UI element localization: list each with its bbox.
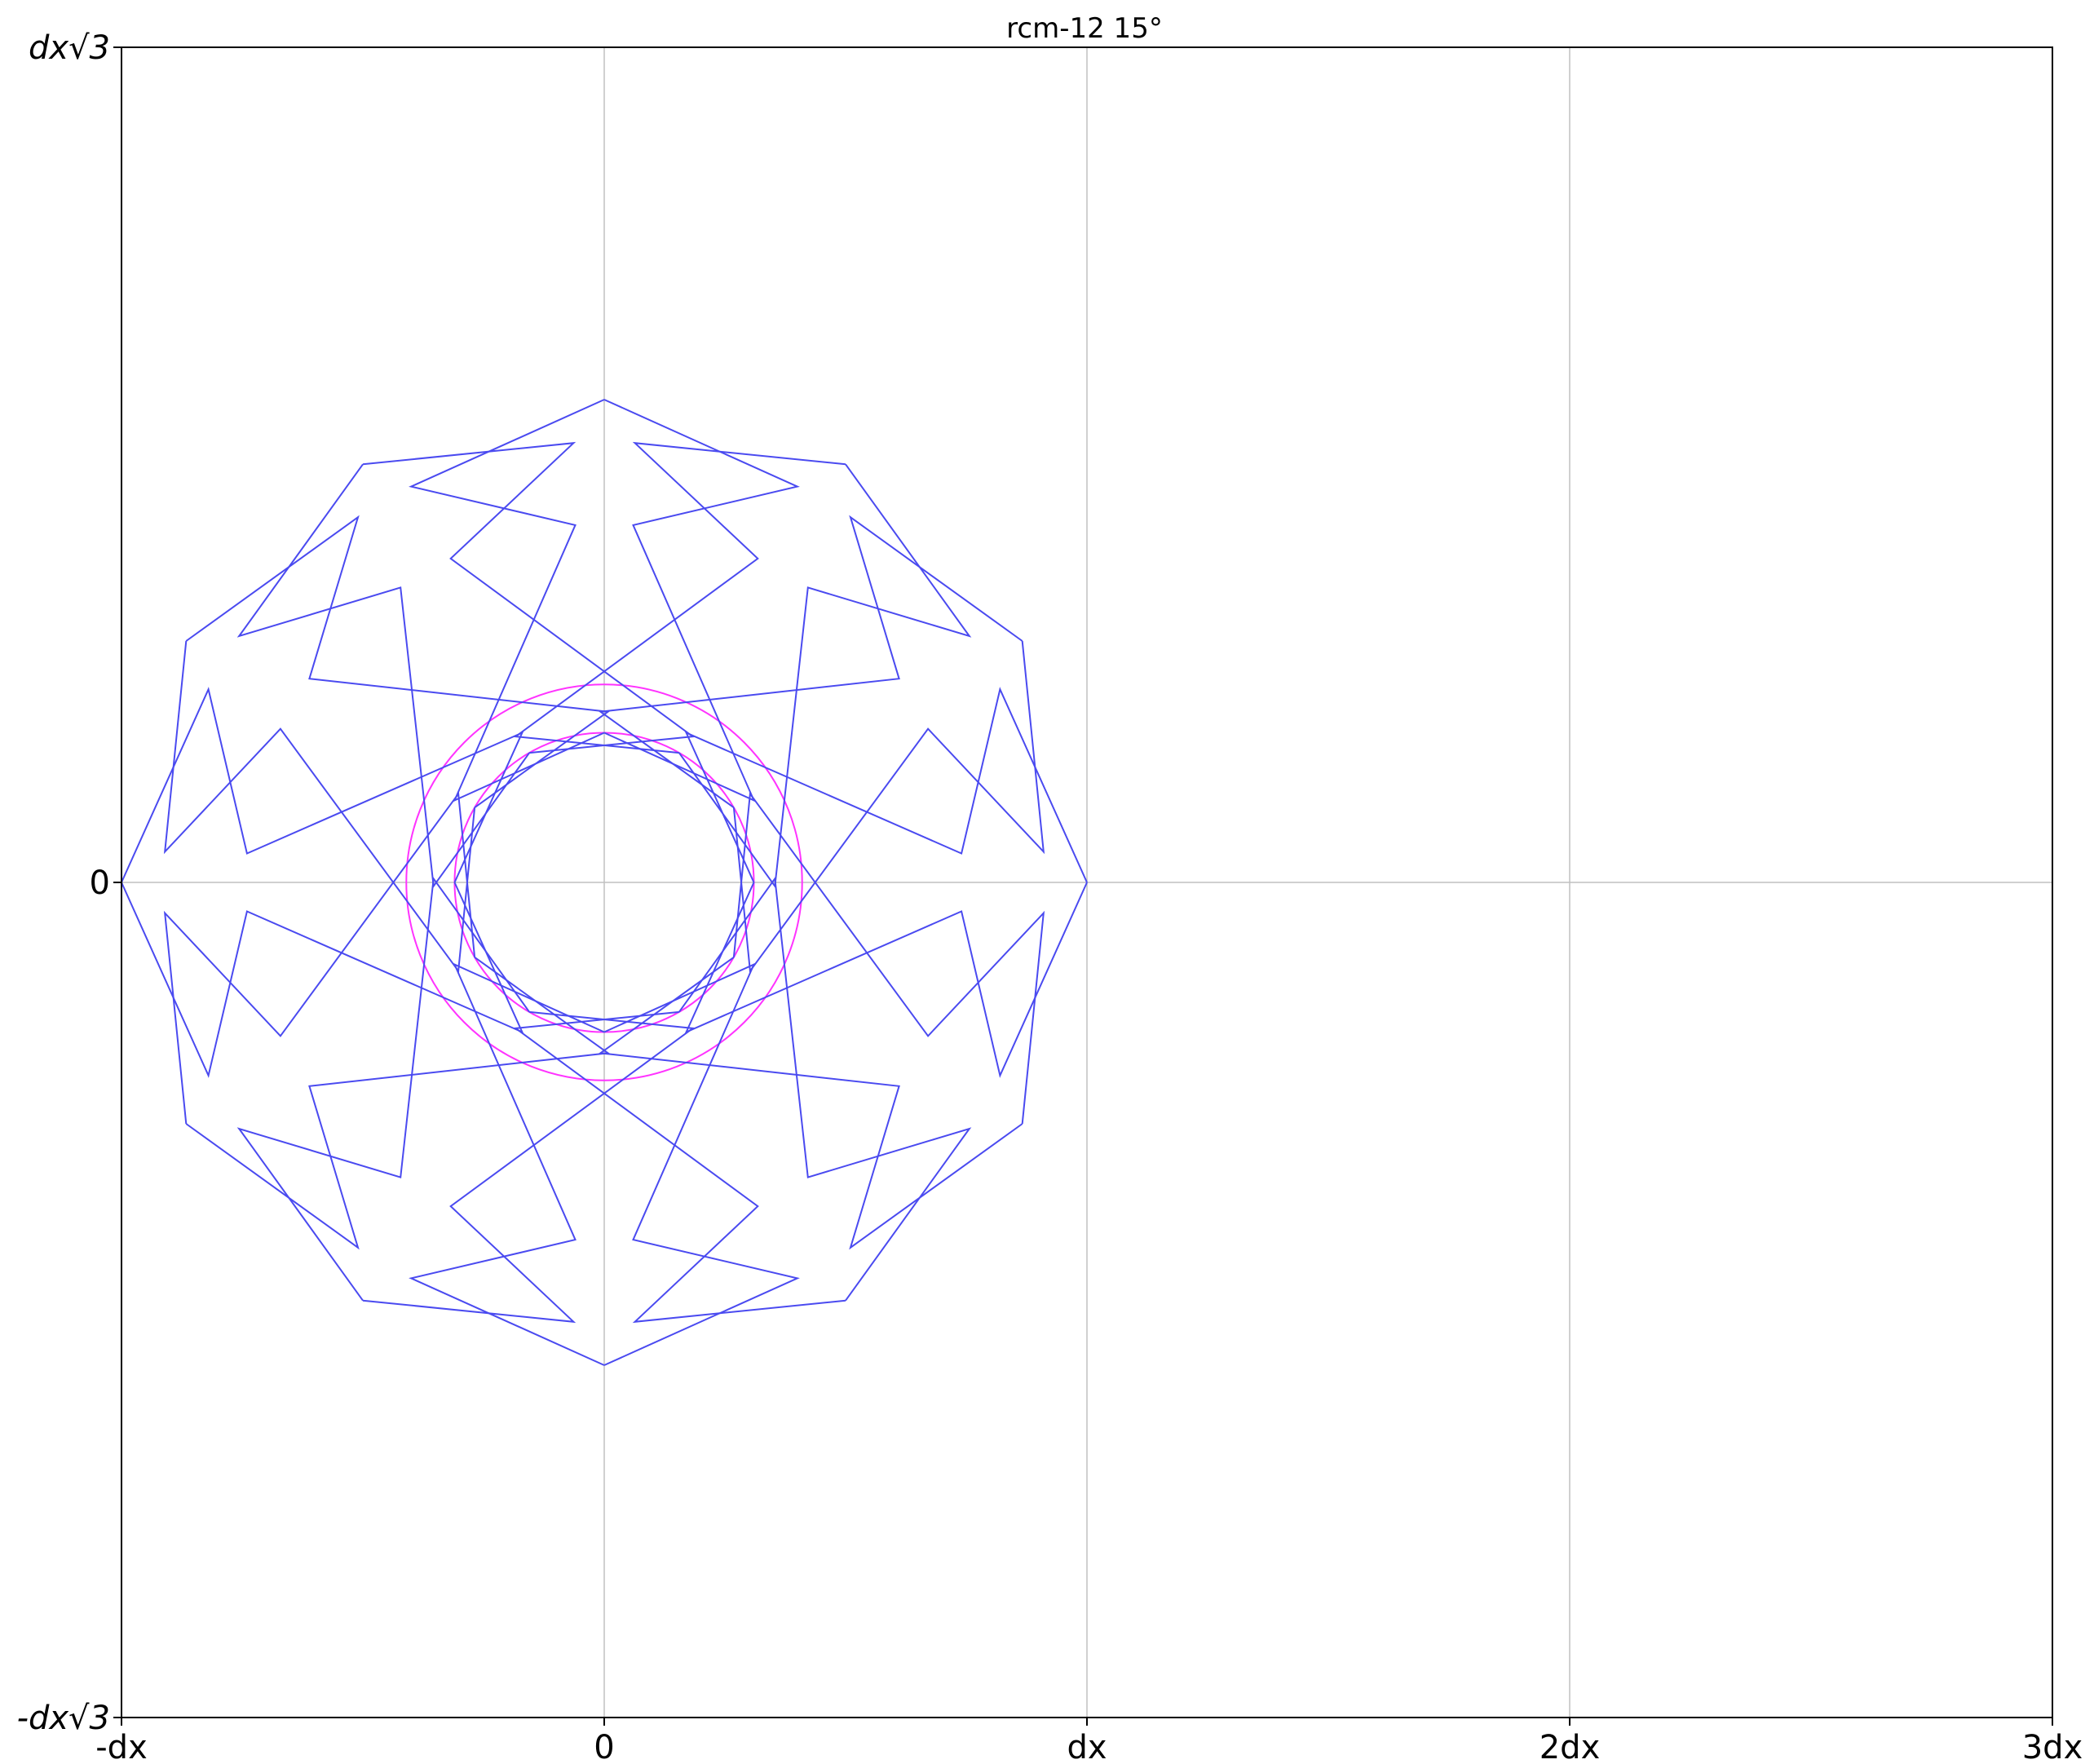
x-tick-label-2: dx [1067,1729,1107,1764]
x-tick-label-4: 3dx [2022,1729,2083,1764]
star-segment-mirror-2 [678,463,972,889]
star-segment-0 [684,687,1088,883]
star-segment-mirror-0 [684,882,1088,1078]
outer-circle [405,683,803,1081]
star-segment-mirror-7 [163,791,476,1125]
star-segment-6 [121,882,524,1078]
inner-circle [453,732,755,1033]
star-segment-11 [732,791,1045,1125]
x-tick-label-1: 0 [594,1729,614,1764]
star-segment-mirror-3 [603,399,800,802]
star-segment-3 [409,399,605,802]
rosette-star-lines [121,399,1088,1366]
star-segment-2 [513,441,846,754]
star-segment-4 [236,463,531,889]
y-tick-label-2: -dx√3 [17,1700,110,1737]
x-tick-label-0: -dx [95,1729,148,1764]
star-segment-mirror-8 [236,876,531,1302]
star-segment-mirror-4 [362,441,696,754]
star-segment-7 [185,956,611,1250]
reference-circles [405,683,803,1081]
star-segment-mirror-5 [185,515,611,809]
star-segment-8 [362,1010,696,1324]
figure-title: rcm-12 15° [1006,12,1163,45]
star-segment-mirror-9 [409,962,605,1366]
star-segment-mirror-6 [121,687,524,883]
y-tick-label-0: dx√3 [29,29,110,67]
star-segment-9 [603,962,800,1366]
y-tick-label-1: 0 [90,864,110,902]
star-segment-mirror-10 [513,1010,846,1324]
y-axis-ticks: dx√3 0 -dx√3 [17,29,121,1737]
star-segment-5 [163,640,476,974]
star-segment-10 [678,876,972,1302]
x-axis-ticks: -dx 0 dx 2dx 3dx [95,1718,2083,1764]
star-segment-mirror-1 [732,640,1045,974]
star-segment-mirror-11 [598,956,1023,1250]
star-segment-1 [598,515,1023,809]
x-tick-label-3: 2dx [1540,1729,1601,1764]
